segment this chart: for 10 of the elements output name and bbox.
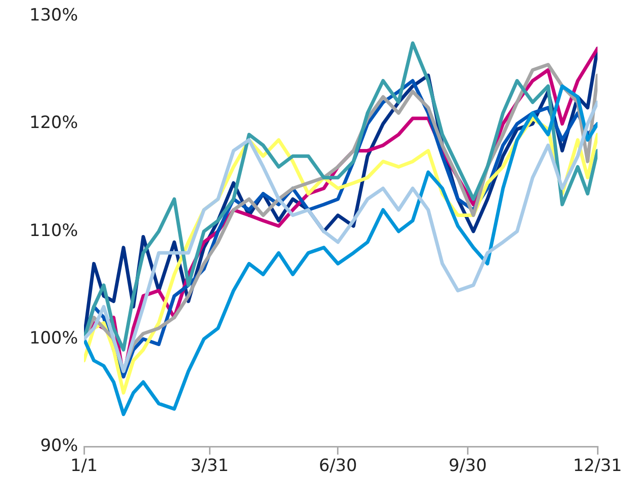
x-tick-label: 9/30 [448, 456, 487, 476]
x-tick-label: 1/1 [70, 456, 98, 476]
y-tick-label: 110% [29, 220, 78, 241]
x-tick-label: 3/31 [190, 456, 229, 476]
y-tick-label: 90% [40, 436, 78, 456]
y-tick-label: 130% [29, 6, 78, 26]
y-tick-label: 100% [29, 328, 78, 348]
x-tick-label: 6/30 [318, 456, 358, 476]
y-tick-label: 120% [29, 113, 78, 134]
x-tick-label: 12/31 [573, 456, 622, 476]
